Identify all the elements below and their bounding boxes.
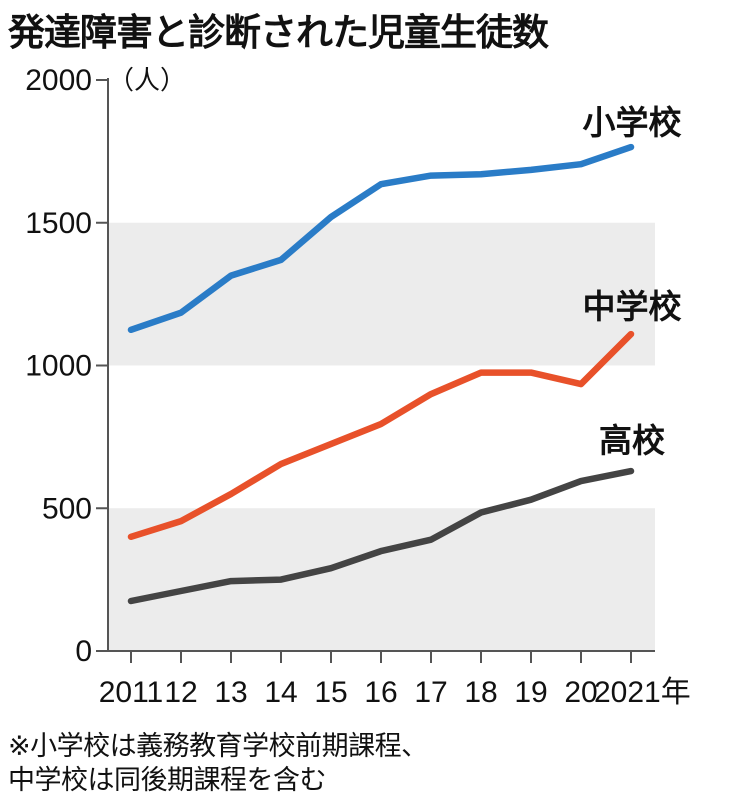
series-line-2 xyxy=(127,330,635,541)
y-tick-label: 500 xyxy=(42,492,92,525)
series-line-3 xyxy=(127,467,635,605)
grid-bands xyxy=(108,222,655,651)
x-tick-label: 19 xyxy=(514,676,547,709)
series-label-2: 中学校 xyxy=(583,287,682,326)
x-tick-label: 17 xyxy=(414,676,447,709)
footnote-line-2: 中学校は同後期課程を含む xyxy=(8,765,326,796)
series-label-1: 小学校 xyxy=(583,103,682,142)
x-tick-label: 12 xyxy=(164,676,197,709)
grid-band-2 xyxy=(108,222,655,366)
series-line-1 xyxy=(127,143,635,334)
x-tick-label: 2021年 xyxy=(594,676,691,709)
y-axis-ticks: 0 500 1000 1500 2000 xyxy=(25,64,108,668)
x-tick-label: 16 xyxy=(364,676,397,709)
footnote-line-1: ※小学校は義務教育学校前期課程、 xyxy=(8,731,428,762)
x-tick-label: 15 xyxy=(314,676,347,709)
footnote: ※小学校は義務教育学校前期課程、 中学校は同後期課程を含む xyxy=(8,730,428,798)
y-tick-label: 2000 xyxy=(25,64,92,97)
x-tick-label: 2011 xyxy=(99,676,164,709)
line-chart: 0 500 1000 1500 2000 2011 12 13 14 15 16 17 18 19 202… xyxy=(25,64,691,709)
y-tick-label: 1000 xyxy=(25,350,92,383)
series-lines xyxy=(127,143,635,605)
y-tick-label: 1500 xyxy=(25,207,92,240)
x-tick-label: 13 xyxy=(214,676,247,709)
x-tick-label: 18 xyxy=(464,676,497,709)
y-tick-label: 0 xyxy=(75,635,92,668)
y-axis-unit-label: （人） xyxy=(108,66,186,96)
series-label-3: 高校 xyxy=(599,421,665,460)
x-tick-label: 20 xyxy=(564,676,597,709)
chart-title: 発達障害と診断された児童生徒数 xyxy=(8,11,549,54)
grid-band-1 xyxy=(108,508,655,651)
x-tick-label: 14 xyxy=(264,676,297,709)
